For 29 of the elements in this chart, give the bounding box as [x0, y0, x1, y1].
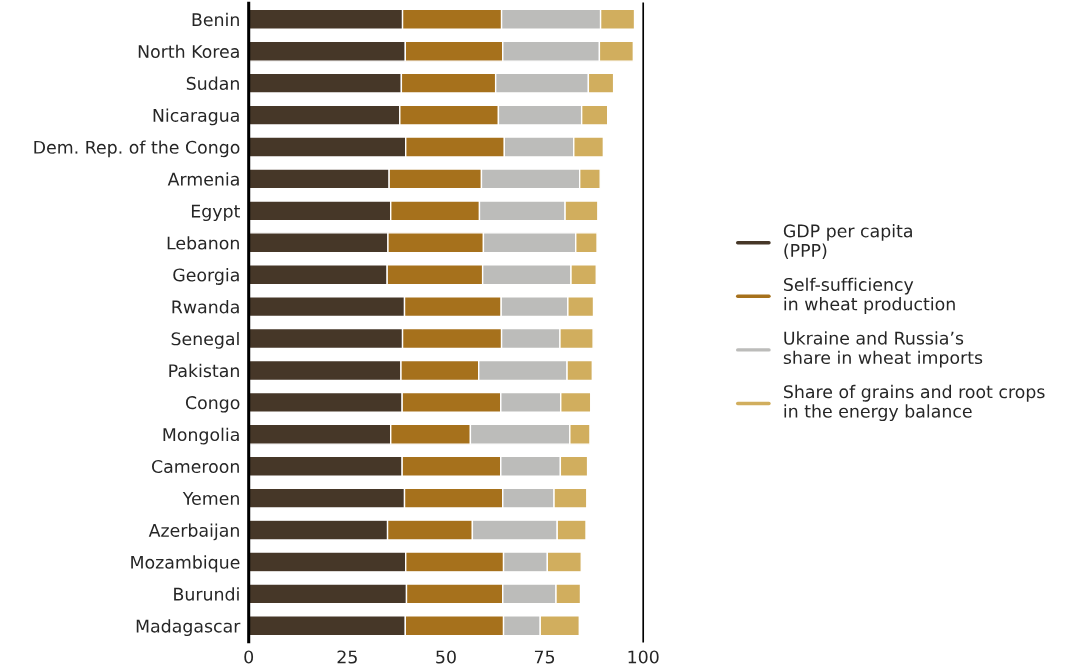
y-tick-label: Benin	[192, 12, 239, 27]
y-tick-label: Armenia	[167, 172, 239, 186]
x-tick-label: 100	[628, 650, 659, 664]
y-tick-label: Congo	[185, 396, 240, 413]
y-tick-label: Azerbaijan	[148, 523, 239, 541]
y-tick-label: Cameroon	[151, 459, 239, 474]
y-tick-label: Madagascar	[136, 619, 241, 637]
legend-label: Ukraine and Russia’s share in wheat imports	[783, 331, 983, 368]
y-tick-label: Rwanda	[172, 300, 239, 314]
y-tick-label: Lebanon	[167, 236, 239, 250]
y-tick-label: Pakistan	[169, 363, 239, 378]
y-tick-label: Dem. Rep. of the Congo	[34, 140, 240, 158]
y-tick-label: Nicaragua	[153, 108, 239, 126]
y-tick-label: Sudan	[186, 76, 239, 90]
y-tick-label: North Korea	[138, 44, 239, 59]
y-tick-label: Egypt	[191, 204, 240, 222]
y-tick-label: Burundi	[174, 587, 239, 601]
x-tick-label: 50	[436, 650, 456, 664]
x-tick-label: 25	[337, 650, 357, 664]
x-tick-label: 75	[534, 650, 555, 664]
y-tick-label: Senegal	[171, 331, 239, 349]
y-tick-label: Mozambique	[131, 555, 240, 573]
legend-label: Share of grains and root crops in the energy balance	[784, 384, 1045, 422]
y-tick-label: Georgia	[173, 268, 239, 285]
y-tick-label: Mongolia	[163, 427, 239, 445]
legend-label: Self-sufficiency in wheat production	[784, 277, 955, 314]
legend-label: GDP per capita (PPP)	[783, 224, 912, 259]
y-tick-label: Yemen	[182, 492, 239, 505]
x-tick-label: 0	[244, 650, 254, 664]
